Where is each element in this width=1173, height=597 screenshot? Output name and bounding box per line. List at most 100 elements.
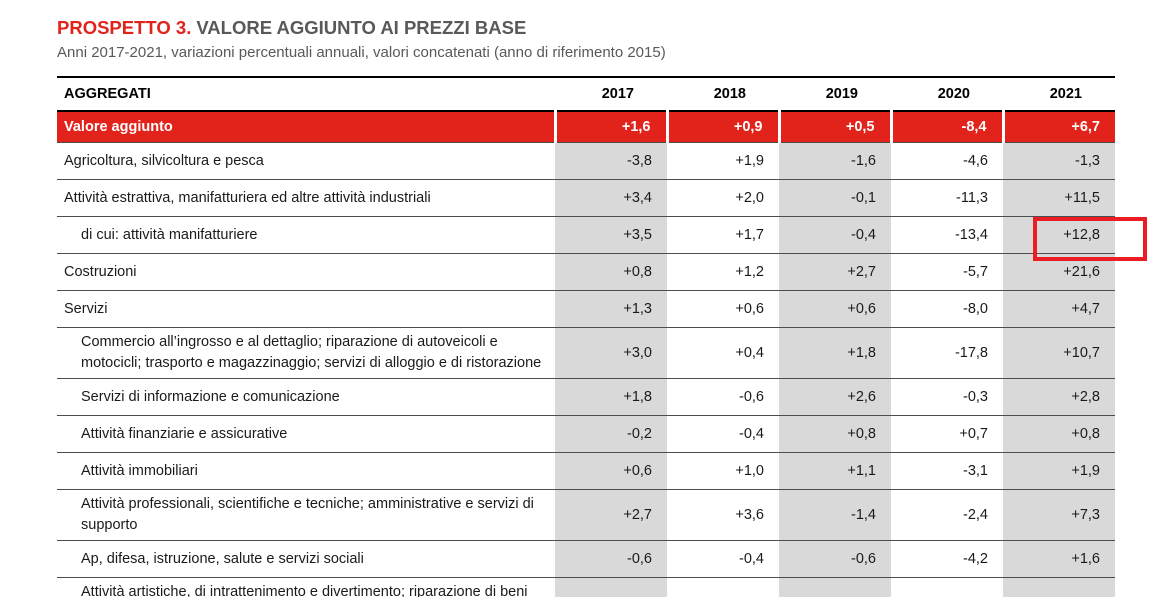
row-label: Agricoltura, silvicoltura e pesca <box>57 142 555 180</box>
table-row: Agricoltura, silvicoltura e pesca -3,8 +1,… <box>57 142 1115 180</box>
total-row-value: -8,4 <box>889 111 1003 143</box>
row-value: +0,6 <box>667 290 779 328</box>
table-row: Servizi di informazione e comunicazione +… <box>57 378 1115 416</box>
row-value: -17,8 <box>891 327 1003 379</box>
row-value: -3,8 <box>555 142 667 180</box>
row-value: +1,3 <box>555 290 667 328</box>
row-value: +1,2 <box>667 253 779 291</box>
row-value: +1,6 <box>1003 540 1115 578</box>
table-row: Ap, difesa, istruzione, salute e servizi… <box>57 540 1115 578</box>
row-label: Attività artistiche, di intrattenimento … <box>57 577 555 597</box>
row-label: Costruzioni <box>57 253 555 291</box>
page-title: PROSPETTO 3. VALORE AGGIUNTO AI PREZZI BA… <box>57 17 526 39</box>
table-header-row: AGGREGATI 2017 2018 2019 2020 2021 <box>57 76 1115 112</box>
row-value: -1,4 <box>779 489 891 541</box>
prospetto-number-label: PROSPETTO 3. <box>57 17 192 38</box>
row-value: +2,6 <box>779 378 891 416</box>
table-row: Attività artistiche, di intrattenimento … <box>57 577 1115 597</box>
row-value: +1,1 <box>779 452 891 490</box>
row-value: -11,3 <box>891 179 1003 217</box>
row-value: +0,4 <box>667 327 779 379</box>
row-label: Servizi di informazione e comunicazione <box>57 378 555 416</box>
row-value: +1,9 <box>667 142 779 180</box>
table-row: Attività immobiliari +0,6 +1,0 +1,1 -3,1 +1,9 <box>57 452 1115 490</box>
row-value: -8,0 <box>891 290 1003 328</box>
total-row-value: +6,7 <box>1001 111 1115 143</box>
row-value: -0,6 <box>779 540 891 578</box>
row-value: +1,8 <box>779 327 891 379</box>
row-value: +12,8 <box>1003 216 1115 254</box>
row-label: Attività estrattiva, manifatturiera ed a… <box>57 179 555 217</box>
row-value: -3,1 <box>891 452 1003 490</box>
row-value: +3,4 <box>555 179 667 217</box>
row-value: -0,4 <box>667 415 779 453</box>
row-value: +2,0 <box>667 179 779 217</box>
column-header-2020: 2020 <box>891 76 1003 112</box>
row-label: Attività finanziarie e assicurative <box>57 415 555 453</box>
row-value: +3,6 <box>667 489 779 541</box>
total-row-value: +0,5 <box>777 111 891 143</box>
row-value: +0,8 <box>779 415 891 453</box>
row-value: +3,0 <box>555 327 667 379</box>
row-label: Attività professionali, scientifiche e t… <box>57 489 555 541</box>
row-label: Ap, difesa, istruzione, salute e servizi… <box>57 540 555 578</box>
column-header-2021: 2021 <box>1003 76 1115 112</box>
row-value: -1,3 <box>1003 142 1115 180</box>
row-value: +3,5 <box>555 216 667 254</box>
row-value: -0,2 <box>555 415 667 453</box>
row-value: -0,4 <box>779 216 891 254</box>
row-value: +2,7 <box>779 253 891 291</box>
row-value: -5,7 <box>891 253 1003 291</box>
table-row: Costruzioni +0,8 +1,2 +2,7 -5,7 +21,6 <box>57 253 1115 291</box>
row-label: Servizi <box>57 290 555 328</box>
row-value: +2,7 <box>555 489 667 541</box>
row-value: +1,7 <box>667 216 779 254</box>
red-highlight-box <box>1033 217 1147 261</box>
row-value: +7,3 <box>1003 489 1115 541</box>
page-subtitle: Anni 2017-2021, variazioni percentuali a… <box>57 44 666 61</box>
row-value: +4,7 <box>1003 290 1115 328</box>
row-value: -0,5 <box>1003 577 1115 597</box>
table-row: Attività professionali, scientifiche e t… <box>57 489 1115 541</box>
row-value: +1,9 <box>1003 452 1115 490</box>
table-row: Attività estrattiva, manifatturiera ed a… <box>57 179 1115 217</box>
row-value: -13,4 <box>891 216 1003 254</box>
row-value: -2,4 <box>891 489 1003 541</box>
row-value: +1,2 <box>555 577 667 597</box>
row-value: -0,4 <box>667 540 779 578</box>
row-value: -0,3 <box>891 378 1003 416</box>
row-value: +0,8 <box>1003 415 1115 453</box>
row-value: +0,6 <box>779 290 891 328</box>
total-row-value: +0,9 <box>665 111 779 143</box>
column-header-aggregati: AGGREGATI <box>57 76 555 112</box>
table-row: di cui: attività manifatturiere +3,5 +1,7-… <box>57 216 1115 254</box>
row-label: di cui: attività manifatturiere <box>57 216 555 254</box>
row-value: +1,0 <box>667 452 779 490</box>
row-value: -0,6 <box>555 540 667 578</box>
row-value: +11,5 <box>1003 179 1115 217</box>
table-row: Servizi +1,3 +0,6 +0,6 -8,0 +4,7 <box>57 290 1115 328</box>
table-row: Commercio all’ingrosso e al dettaglio; r… <box>57 327 1115 379</box>
column-header-2019: 2019 <box>779 76 891 112</box>
column-header-2018: 2018 <box>667 76 779 112</box>
row-label: Commercio all’ingrosso e al dettaglio; r… <box>57 327 555 379</box>
row-value: +1,8 <box>555 378 667 416</box>
column-header-2017: 2017 <box>555 76 667 112</box>
total-row-valore-aggiunto: Valore aggiunto +1,6 +0,9 +0,5 -8,4 +6,7 <box>57 111 1115 143</box>
row-value: +10,7 <box>1003 327 1115 379</box>
value-added-table: AGGREGATI 2017 2018 2019 2020 2021 Valor… <box>57 76 1115 597</box>
row-value: +0,1 <box>779 577 891 597</box>
row-value: -1,6 <box>779 142 891 180</box>
table-row: Attività finanziarie e assicurative -0,2-… <box>57 415 1115 453</box>
row-value: -17,1 <box>891 577 1003 597</box>
row-value: -4,6 <box>891 142 1003 180</box>
row-label: Attività immobiliari <box>57 452 555 490</box>
row-value: +0,7 <box>891 415 1003 453</box>
total-row-label: Valore aggiunto <box>57 111 555 143</box>
title-text: VALORE AGGIUNTO AI PREZZI BASE <box>196 17 527 38</box>
row-value: -0,6 <box>667 378 779 416</box>
row-value: +0,8 <box>555 253 667 291</box>
row-value: -4,2 <box>891 540 1003 578</box>
row-value: +2,8 <box>1003 378 1115 416</box>
